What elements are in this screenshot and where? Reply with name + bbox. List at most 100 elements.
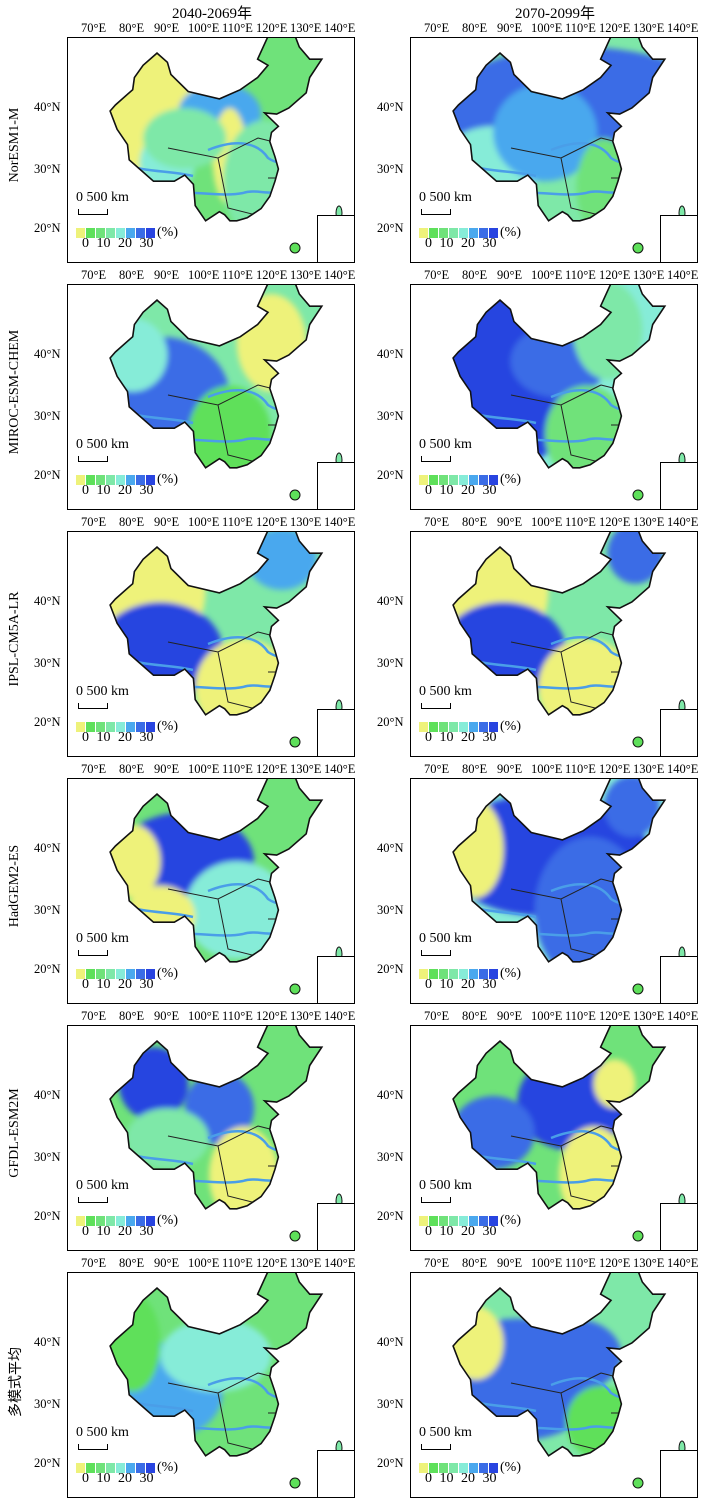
- legend-swatch: [469, 722, 478, 732]
- value-region: [110, 318, 168, 392]
- legend-swatch: [86, 969, 95, 979]
- lat-tick-label: 20°N: [377, 1456, 404, 1470]
- legend-swatch: [76, 475, 85, 485]
- lon-tick-label: 120°E: [256, 1009, 288, 1023]
- scale-bar: [421, 1444, 451, 1450]
- lat-tick-label: 40°N: [377, 1335, 404, 1349]
- legend-swatch: [96, 228, 105, 238]
- value-region: [593, 1059, 636, 1109]
- lon-tick-label: 140°E: [667, 1009, 699, 1023]
- legend-swatch: [116, 969, 125, 979]
- lat-tick-label: 20°N: [377, 1209, 404, 1223]
- lon-tick-label: 110°E: [222, 1009, 253, 1023]
- legend-tick-labels: 0 10 20 30: [82, 730, 154, 745]
- legend-swatch: [479, 475, 488, 485]
- legend-swatch: [136, 475, 145, 485]
- legend-unit: (%): [500, 966, 521, 981]
- lat-tick-label: 30°N: [34, 1397, 61, 1411]
- lon-tick-label: 130°E: [633, 515, 665, 529]
- map-panel: 0 500 km (%) 0 10 20 30: [410, 37, 698, 263]
- map-panel: 0 500 km (%) 0 10 20 30: [410, 1025, 698, 1251]
- lat-tick-label: 20°N: [34, 962, 61, 976]
- lon-tick-label: 140°E: [667, 21, 699, 35]
- lon-tick-label: 120°E: [256, 515, 288, 529]
- lat-tick-label: 20°N: [34, 468, 61, 482]
- legend-unit: (%): [157, 472, 178, 487]
- lon-tick-label: 80°E: [462, 21, 488, 35]
- legend-tick-labels: 0 10 20 30: [425, 730, 497, 745]
- legend-swatch: [419, 228, 428, 238]
- color-legend: (%): [76, 225, 178, 241]
- south-china-sea-inset: [660, 462, 697, 509]
- lon-tick-label: 110°E: [222, 762, 253, 776]
- value-region: [534, 836, 646, 962]
- lon-tick-label: 100°E: [531, 1256, 563, 1270]
- legend-swatch: [429, 1216, 438, 1226]
- legend-swatch: [146, 475, 155, 485]
- row-label-model: GFDL-ESM2M: [7, 1088, 22, 1178]
- scale-bar: [421, 456, 451, 462]
- legend-unit: (%): [500, 719, 521, 734]
- scale-bar: [421, 950, 451, 956]
- legend-swatch: [439, 969, 448, 979]
- lon-tick-label: 70°E: [81, 21, 107, 35]
- china-map: [452, 779, 686, 995]
- lon-tick-label: 130°E: [290, 515, 322, 529]
- legend-tick-labels: 0 10 20 30: [82, 977, 154, 992]
- legend-swatch: [76, 969, 85, 979]
- legend-tick-labels: 0 10 20 30: [425, 1224, 497, 1239]
- scale-label: 0 500 km: [419, 437, 472, 452]
- china-map: [452, 532, 686, 748]
- legend-swatch: [429, 969, 438, 979]
- color-legend: (%): [419, 1460, 521, 1476]
- legend-swatch: [419, 475, 428, 485]
- legend-swatch: [126, 475, 135, 485]
- lon-tick-label: 80°E: [119, 1009, 145, 1023]
- china-map: [452, 1026, 686, 1242]
- color-legend: (%): [419, 225, 521, 241]
- lon-tick-label: 140°E: [324, 762, 356, 776]
- value-region: [188, 385, 272, 468]
- lon-tick-label: 100°E: [531, 762, 563, 776]
- lon-tick-label: 90°E: [497, 1009, 523, 1023]
- legend-swatch: [489, 228, 498, 238]
- legend-swatch: [86, 722, 95, 732]
- value-region: [184, 861, 289, 959]
- legend-unit: (%): [500, 1213, 521, 1228]
- lat-tick-label: 40°N: [34, 100, 61, 114]
- lon-tick-label: 90°E: [497, 1256, 523, 1270]
- row-label-model: NorESM1-M: [7, 107, 22, 183]
- lon-tick-label: 130°E: [633, 762, 665, 776]
- lon-tick-label: 140°E: [667, 1256, 699, 1270]
- south-china-sea-inset: [317, 1450, 354, 1497]
- legend-swatch: [126, 228, 135, 238]
- south-china-sea-inset: [317, 215, 354, 262]
- china-map: [452, 1273, 686, 1489]
- lon-tick-label: 100°E: [531, 21, 563, 35]
- lon-tick-label: 100°E: [531, 515, 563, 529]
- china-map: [109, 779, 343, 995]
- legend-swatch: [116, 1463, 125, 1473]
- lat-tick-label: 30°N: [377, 162, 404, 176]
- south-china-sea-inset: [317, 956, 354, 1003]
- legend-swatch: [429, 475, 438, 485]
- lat-tick-label: 40°N: [377, 594, 404, 608]
- value-region: [236, 294, 307, 392]
- scale-bar: [421, 703, 451, 709]
- lon-tick-label: 110°E: [565, 1009, 596, 1023]
- color-legend: (%): [76, 472, 178, 488]
- color-legend: (%): [419, 966, 521, 982]
- value-region: [576, 138, 632, 221]
- row-label-model: MIROC-ESM-CHEM: [7, 329, 22, 455]
- scale-label: 0 500 km: [76, 190, 129, 205]
- legend-swatch: [419, 1463, 428, 1473]
- china-map: [109, 1273, 343, 1489]
- scale-label: 0 500 km: [419, 684, 472, 699]
- lat-tick-label: 40°N: [34, 1335, 61, 1349]
- scale-bar: [78, 703, 108, 709]
- scale-bar: [78, 209, 108, 215]
- legend-unit: (%): [500, 472, 521, 487]
- legend-swatch: [146, 1463, 155, 1473]
- lon-tick-label: 70°E: [81, 268, 107, 282]
- lon-tick-label: 90°E: [154, 1256, 180, 1270]
